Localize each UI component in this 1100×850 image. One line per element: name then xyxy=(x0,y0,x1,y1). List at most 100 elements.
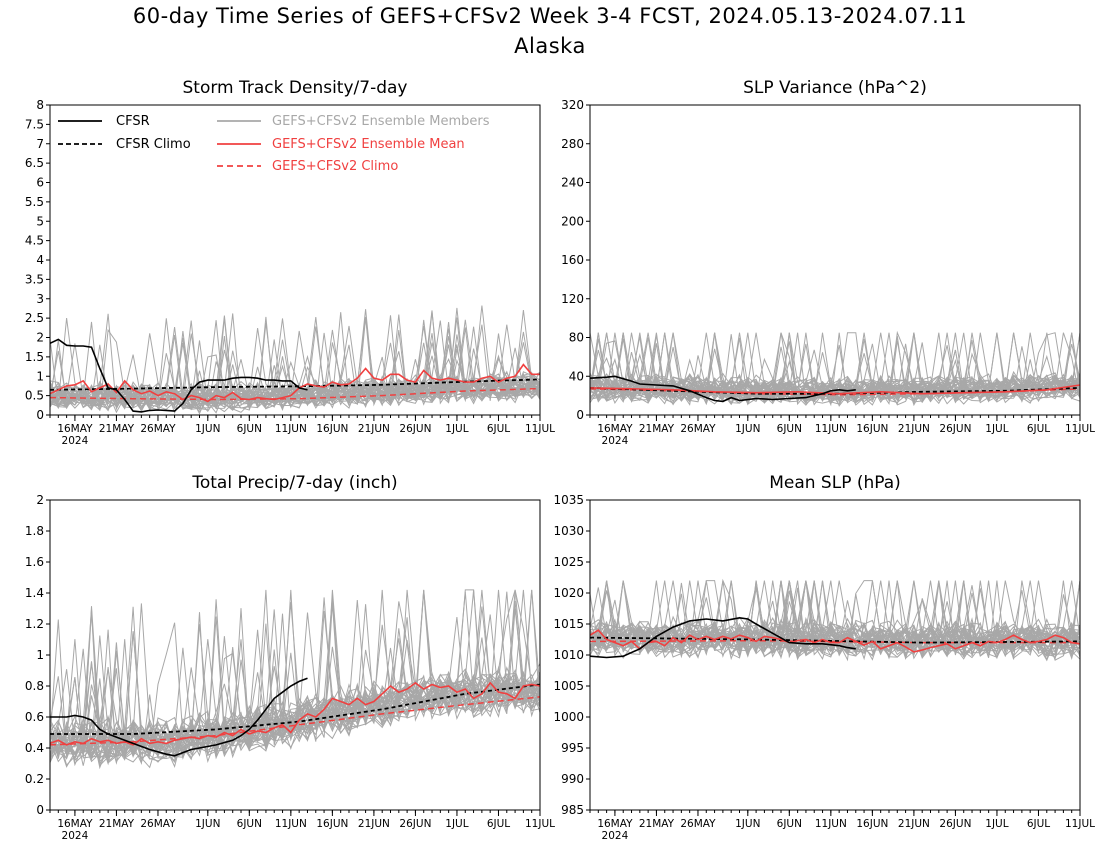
x-tick-label: 16JUN xyxy=(316,423,348,435)
x-tick-label: 21MAY xyxy=(99,423,135,435)
cfsr-line xyxy=(49,338,308,413)
x-tick-label: 6JUN xyxy=(237,818,262,830)
x-tick-label: 1JUN xyxy=(195,423,220,435)
x-tick-label: 16MAY xyxy=(57,818,93,830)
figure-region: Alaska xyxy=(514,34,586,58)
y-tick-label: 0 xyxy=(36,408,44,422)
chart-panel-1: Storm Track Density/7-day 0 0.5 1 1.5 2 2.5 3 3.… xyxy=(25,78,555,447)
x-tick-label: 1JUL xyxy=(445,423,468,435)
y-tick-label: 0.2 xyxy=(25,772,44,786)
y-tick-label: 2.5 xyxy=(25,311,44,325)
x-tick-label: 21JUN xyxy=(898,423,930,435)
cfsr-line xyxy=(50,677,308,757)
x-tick-label: 6JUN xyxy=(237,423,262,435)
ensemble-member-line xyxy=(589,332,1081,405)
y-tick-label: 990 xyxy=(561,772,584,786)
x-tick-label: 11JUL xyxy=(1065,818,1095,830)
x-tick-label: 1JUN xyxy=(195,818,220,830)
y-tick-label: 0.4 xyxy=(25,741,44,755)
x-tick-label: 6JUL xyxy=(487,818,510,830)
x-tick-label: 16MAY xyxy=(597,818,633,830)
x-tick-label: 21MAY xyxy=(639,423,675,435)
chart-panel-4: Mean SLP (hPa) 985 990 995 1000 1005 1010 1015 1… xyxy=(553,473,1095,842)
y-tick-label: 4.5 xyxy=(25,234,44,248)
x-tick-label: 6JUL xyxy=(1027,818,1050,830)
x-tick-label: 26MAY xyxy=(680,423,716,435)
x-tick-label: 16MAY xyxy=(597,423,633,435)
y-tick-label: 7.5 xyxy=(25,117,44,131)
x-tick-label: 6JUL xyxy=(1027,423,1050,435)
chart-panel-2: SLP Variance (hPa^2) 0 40 80 120 160 200 240 280… xyxy=(561,78,1095,447)
panel-title: Storm Track Density/7-day xyxy=(183,78,408,98)
ensemble-member-line xyxy=(589,332,1081,407)
y-tick-label: 1000 xyxy=(553,710,584,724)
x-tick-label: 11JUN xyxy=(275,818,307,830)
ensemble-members xyxy=(49,589,541,770)
y-tick-label: 160 xyxy=(561,253,584,267)
y-tick-label: 6 xyxy=(36,176,44,190)
x-tick-year-label: 2024 xyxy=(602,435,629,447)
panel-title: SLP Variance (hPa^2) xyxy=(743,78,927,98)
x-tick-label: 26JUN xyxy=(399,818,431,830)
ensemble-member-line xyxy=(589,580,1081,659)
fcst-climo-line xyxy=(49,387,541,401)
y-tick-label: 40 xyxy=(569,369,584,383)
y-tick-label: 1010 xyxy=(553,648,584,662)
legend: CFSR CFSR Climo GEFS+CFSv2 Ensemble Member… xyxy=(58,114,490,174)
y-tick-label: 995 xyxy=(561,741,584,755)
y-tick-label: 985 xyxy=(561,803,584,817)
y-tick-label: 7 xyxy=(36,137,44,151)
x-tick-label: 11JUL xyxy=(525,423,555,435)
ensemble-mean-line xyxy=(49,681,541,746)
legend-fcst-climo-label: GEFS+CFSv2 Climo xyxy=(272,159,398,174)
x-tick-label: 16JUN xyxy=(856,818,888,830)
y-tick-label: 0 xyxy=(576,408,584,422)
x-tick-label: 26MAY xyxy=(680,818,716,830)
ensemble-member-line xyxy=(589,580,1081,659)
x-tick-label: 11JUL xyxy=(1065,423,1095,435)
legend-members-label: GEFS+CFSv2 Ensemble Members xyxy=(272,114,490,129)
y-tick-label: 120 xyxy=(561,292,584,306)
legend-cfsr-climo-label: CFSR Climo xyxy=(116,137,191,152)
y-tick-label: 1 xyxy=(36,648,44,662)
y-tick-label: 1.4 xyxy=(25,586,44,600)
ensemble-member-line xyxy=(589,580,1081,658)
x-tick-label: 1JUL xyxy=(985,423,1008,435)
y-tick-label: 0 xyxy=(36,803,44,817)
y-tick-label: 1015 xyxy=(553,617,584,631)
x-tick-label: 1JUN xyxy=(735,423,760,435)
x-tick-label: 11JUN xyxy=(815,818,847,830)
x-tick-label: 16MAY xyxy=(57,423,93,435)
x-tick-label: 26JUN xyxy=(939,423,971,435)
y-tick-label: 0.8 xyxy=(25,679,44,693)
x-tick-label: 21MAY xyxy=(639,818,675,830)
x-tick-label: 21JUN xyxy=(358,818,390,830)
ensemble-member-line xyxy=(49,331,541,409)
x-tick-label: 21MAY xyxy=(99,818,135,830)
x-tick-year-label: 2024 xyxy=(602,830,629,842)
x-tick-year-label: 2024 xyxy=(62,435,89,447)
y-tick-label: 5.5 xyxy=(25,195,44,209)
x-tick-label: 26JUN xyxy=(399,423,431,435)
y-tick-label: 80 xyxy=(569,331,584,345)
legend-mean-label: GEFS+CFSv2 Ensemble Mean xyxy=(272,137,465,152)
y-tick-label: 1.8 xyxy=(25,524,44,538)
cfsr-line xyxy=(589,375,856,403)
ensemble-mean-line xyxy=(49,363,540,403)
x-tick-label: 11JUN xyxy=(275,423,307,435)
ensemble-member-line xyxy=(49,344,541,410)
cfsr-line xyxy=(589,616,856,659)
ensemble-mean-line xyxy=(589,384,1081,395)
ensemble-member-line xyxy=(49,313,541,411)
y-tick-label: 8 xyxy=(36,98,44,112)
x-tick-label: 16JUN xyxy=(856,423,888,435)
x-tick-label: 1JUL xyxy=(985,818,1008,830)
ensemble-members xyxy=(589,330,1081,407)
y-tick-label: 2 xyxy=(36,331,44,345)
y-tick-label: 280 xyxy=(561,137,584,151)
ensemble-member-line xyxy=(49,317,541,410)
figure-title: 60-day Time Series of GEFS+CFSv2 Week 3-… xyxy=(132,4,968,28)
x-tick-label: 26MAY xyxy=(140,423,176,435)
ensemble-member-line xyxy=(49,589,541,759)
